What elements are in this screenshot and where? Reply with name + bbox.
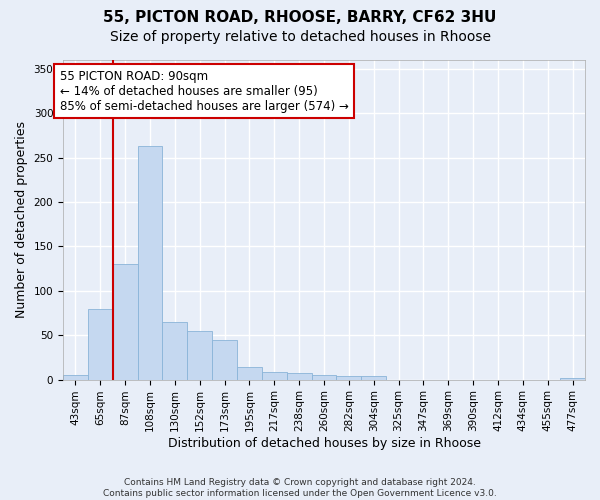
Y-axis label: Number of detached properties: Number of detached properties (15, 122, 28, 318)
Bar (212, 340, 237, 380)
Bar (137, 146, 163, 380)
Bar (361, 376, 386, 380)
Bar (113, 264, 137, 380)
Text: 55, PICTON ROAD, RHOOSE, BARRY, CF62 3HU: 55, PICTON ROAD, RHOOSE, BARRY, CF62 3HU (103, 10, 497, 25)
Bar (237, 367, 262, 380)
Text: Contains HM Land Registry data © Crown copyright and database right 2024.
Contai: Contains HM Land Registry data © Crown c… (103, 478, 497, 498)
Bar (88, 308, 113, 380)
Bar (163, 322, 187, 380)
Bar (337, 376, 361, 380)
Bar (63, 375, 88, 380)
Bar (560, 378, 585, 380)
Bar (262, 372, 287, 380)
Text: Size of property relative to detached houses in Rhoose: Size of property relative to detached ho… (110, 30, 491, 44)
X-axis label: Distribution of detached houses by size in Rhoose: Distribution of detached houses by size … (167, 437, 481, 450)
Text: 55 PICTON ROAD: 90sqm
← 14% of detached houses are smaller (95)
85% of semi-deta: 55 PICTON ROAD: 90sqm ← 14% of detached … (59, 70, 349, 112)
Bar (287, 374, 311, 380)
Bar (311, 375, 337, 380)
Bar (187, 331, 212, 380)
